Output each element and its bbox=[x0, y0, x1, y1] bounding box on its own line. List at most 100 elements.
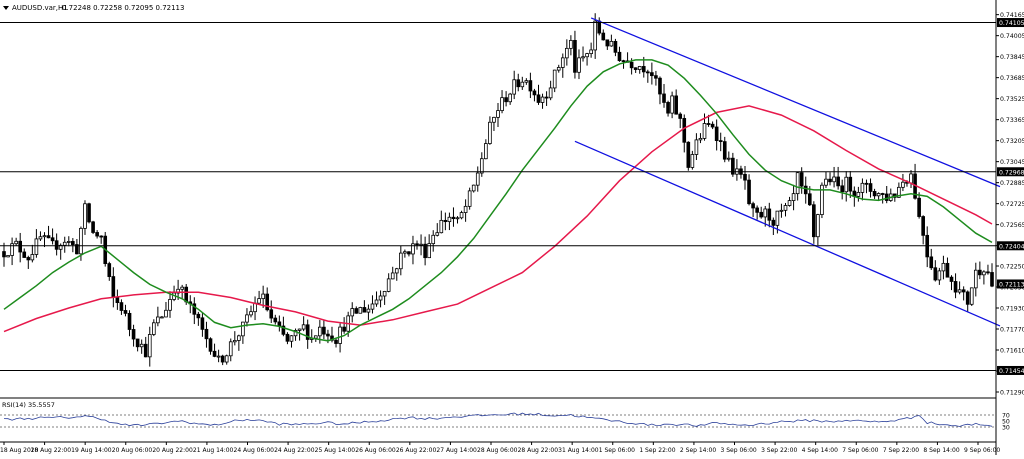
candle bbox=[941, 255, 946, 280]
candle-body bbox=[646, 71, 650, 74]
price-tick-label: 0.71770 bbox=[1000, 327, 1024, 334]
rsi-tick-label: 50 bbox=[1002, 419, 1010, 426]
triangle-down-icon[interactable] bbox=[3, 6, 9, 10]
candle-body bbox=[581, 56, 585, 59]
candle-body bbox=[95, 232, 99, 237]
time-tick-label: 24 Aug 06:00 bbox=[234, 447, 275, 454]
candle-body bbox=[654, 75, 658, 79]
candle-body bbox=[394, 268, 399, 274]
candle bbox=[415, 240, 419, 250]
candle bbox=[544, 91, 549, 106]
candle-body bbox=[710, 123, 715, 128]
candle-body bbox=[192, 303, 197, 315]
candle-body bbox=[378, 295, 383, 301]
candle bbox=[261, 285, 265, 308]
candle-body bbox=[443, 219, 448, 223]
candle bbox=[569, 35, 573, 56]
candle bbox=[633, 67, 638, 73]
candle bbox=[143, 336, 148, 358]
candle bbox=[386, 273, 391, 293]
candle-body bbox=[860, 182, 865, 193]
candle bbox=[224, 354, 229, 365]
candle bbox=[548, 80, 553, 101]
current-price-tag bbox=[997, 279, 1024, 289]
candle-body bbox=[747, 179, 751, 205]
candle bbox=[973, 262, 978, 297]
candle-body bbox=[783, 205, 788, 211]
candle bbox=[374, 291, 379, 307]
candle-body bbox=[455, 217, 460, 220]
candle bbox=[925, 226, 930, 268]
candle-body bbox=[66, 241, 71, 243]
candle-body bbox=[682, 118, 687, 143]
candle-body bbox=[119, 302, 124, 311]
candle-body bbox=[471, 184, 476, 192]
candle-body bbox=[973, 269, 978, 289]
symbol-label: AUDUSD.var,H1 bbox=[12, 4, 68, 12]
candle-body bbox=[386, 278, 391, 292]
candle-body bbox=[91, 221, 95, 233]
candle bbox=[362, 300, 367, 313]
candle bbox=[350, 302, 355, 323]
current-price-tag-label: 0.72113 bbox=[999, 281, 1024, 288]
candle-body bbox=[662, 93, 666, 103]
candle-body bbox=[617, 51, 622, 62]
candle-body bbox=[933, 267, 938, 281]
rsi-tick-label: 70 bbox=[1002, 413, 1010, 420]
price-tick-label: 0.73845 bbox=[1000, 54, 1024, 61]
candle bbox=[856, 186, 861, 202]
candle bbox=[273, 314, 278, 325]
price-tick-label: 0.71610 bbox=[1000, 348, 1024, 355]
candle-body bbox=[832, 176, 836, 183]
candle-body bbox=[986, 271, 990, 274]
candle bbox=[281, 316, 286, 337]
time-tick-label: 8 Sep 14:00 bbox=[923, 447, 959, 454]
candle bbox=[342, 317, 346, 334]
time-tick-label: 26 Aug 06:00 bbox=[355, 447, 396, 454]
candle bbox=[637, 65, 642, 74]
candle-body bbox=[127, 312, 132, 330]
candle bbox=[791, 184, 796, 211]
candle-body bbox=[520, 81, 525, 88]
candle bbox=[164, 301, 168, 318]
candle-body bbox=[87, 203, 91, 223]
candle bbox=[152, 319, 156, 337]
candle-body bbox=[390, 272, 395, 280]
price-tick-label: 0.74005 bbox=[1000, 33, 1024, 40]
candle bbox=[621, 59, 626, 69]
candle bbox=[686, 141, 691, 171]
candle-body bbox=[629, 61, 634, 69]
candle-body bbox=[111, 276, 116, 298]
candle-body bbox=[224, 355, 229, 363]
candle bbox=[216, 349, 221, 363]
candle bbox=[269, 300, 274, 323]
candle-body bbox=[370, 303, 375, 310]
candle bbox=[670, 91, 674, 119]
candle-body bbox=[528, 80, 533, 92]
price-tick-label: 0.73205 bbox=[1000, 138, 1024, 145]
candle bbox=[305, 319, 310, 349]
candle bbox=[840, 179, 844, 200]
candle-body bbox=[42, 235, 47, 238]
time-tick-label: 9 Sep 06:00 bbox=[964, 447, 1000, 454]
time-tick-label: 3 Sep 22:00 bbox=[761, 447, 797, 454]
candle-body bbox=[755, 207, 759, 213]
candle-body bbox=[131, 329, 136, 340]
candle bbox=[139, 339, 144, 354]
candle bbox=[168, 291, 172, 318]
candle bbox=[617, 46, 622, 62]
candle-body bbox=[382, 290, 387, 297]
candle-body bbox=[297, 328, 302, 331]
candle-body bbox=[565, 47, 569, 59]
candle bbox=[718, 132, 723, 152]
candle bbox=[759, 206, 764, 219]
candle-body bbox=[139, 343, 144, 348]
candle-body bbox=[135, 338, 140, 348]
channel-lower-line bbox=[574, 140, 1001, 327]
candle-body bbox=[463, 205, 468, 213]
candle bbox=[200, 312, 205, 337]
candle-body bbox=[301, 324, 306, 330]
